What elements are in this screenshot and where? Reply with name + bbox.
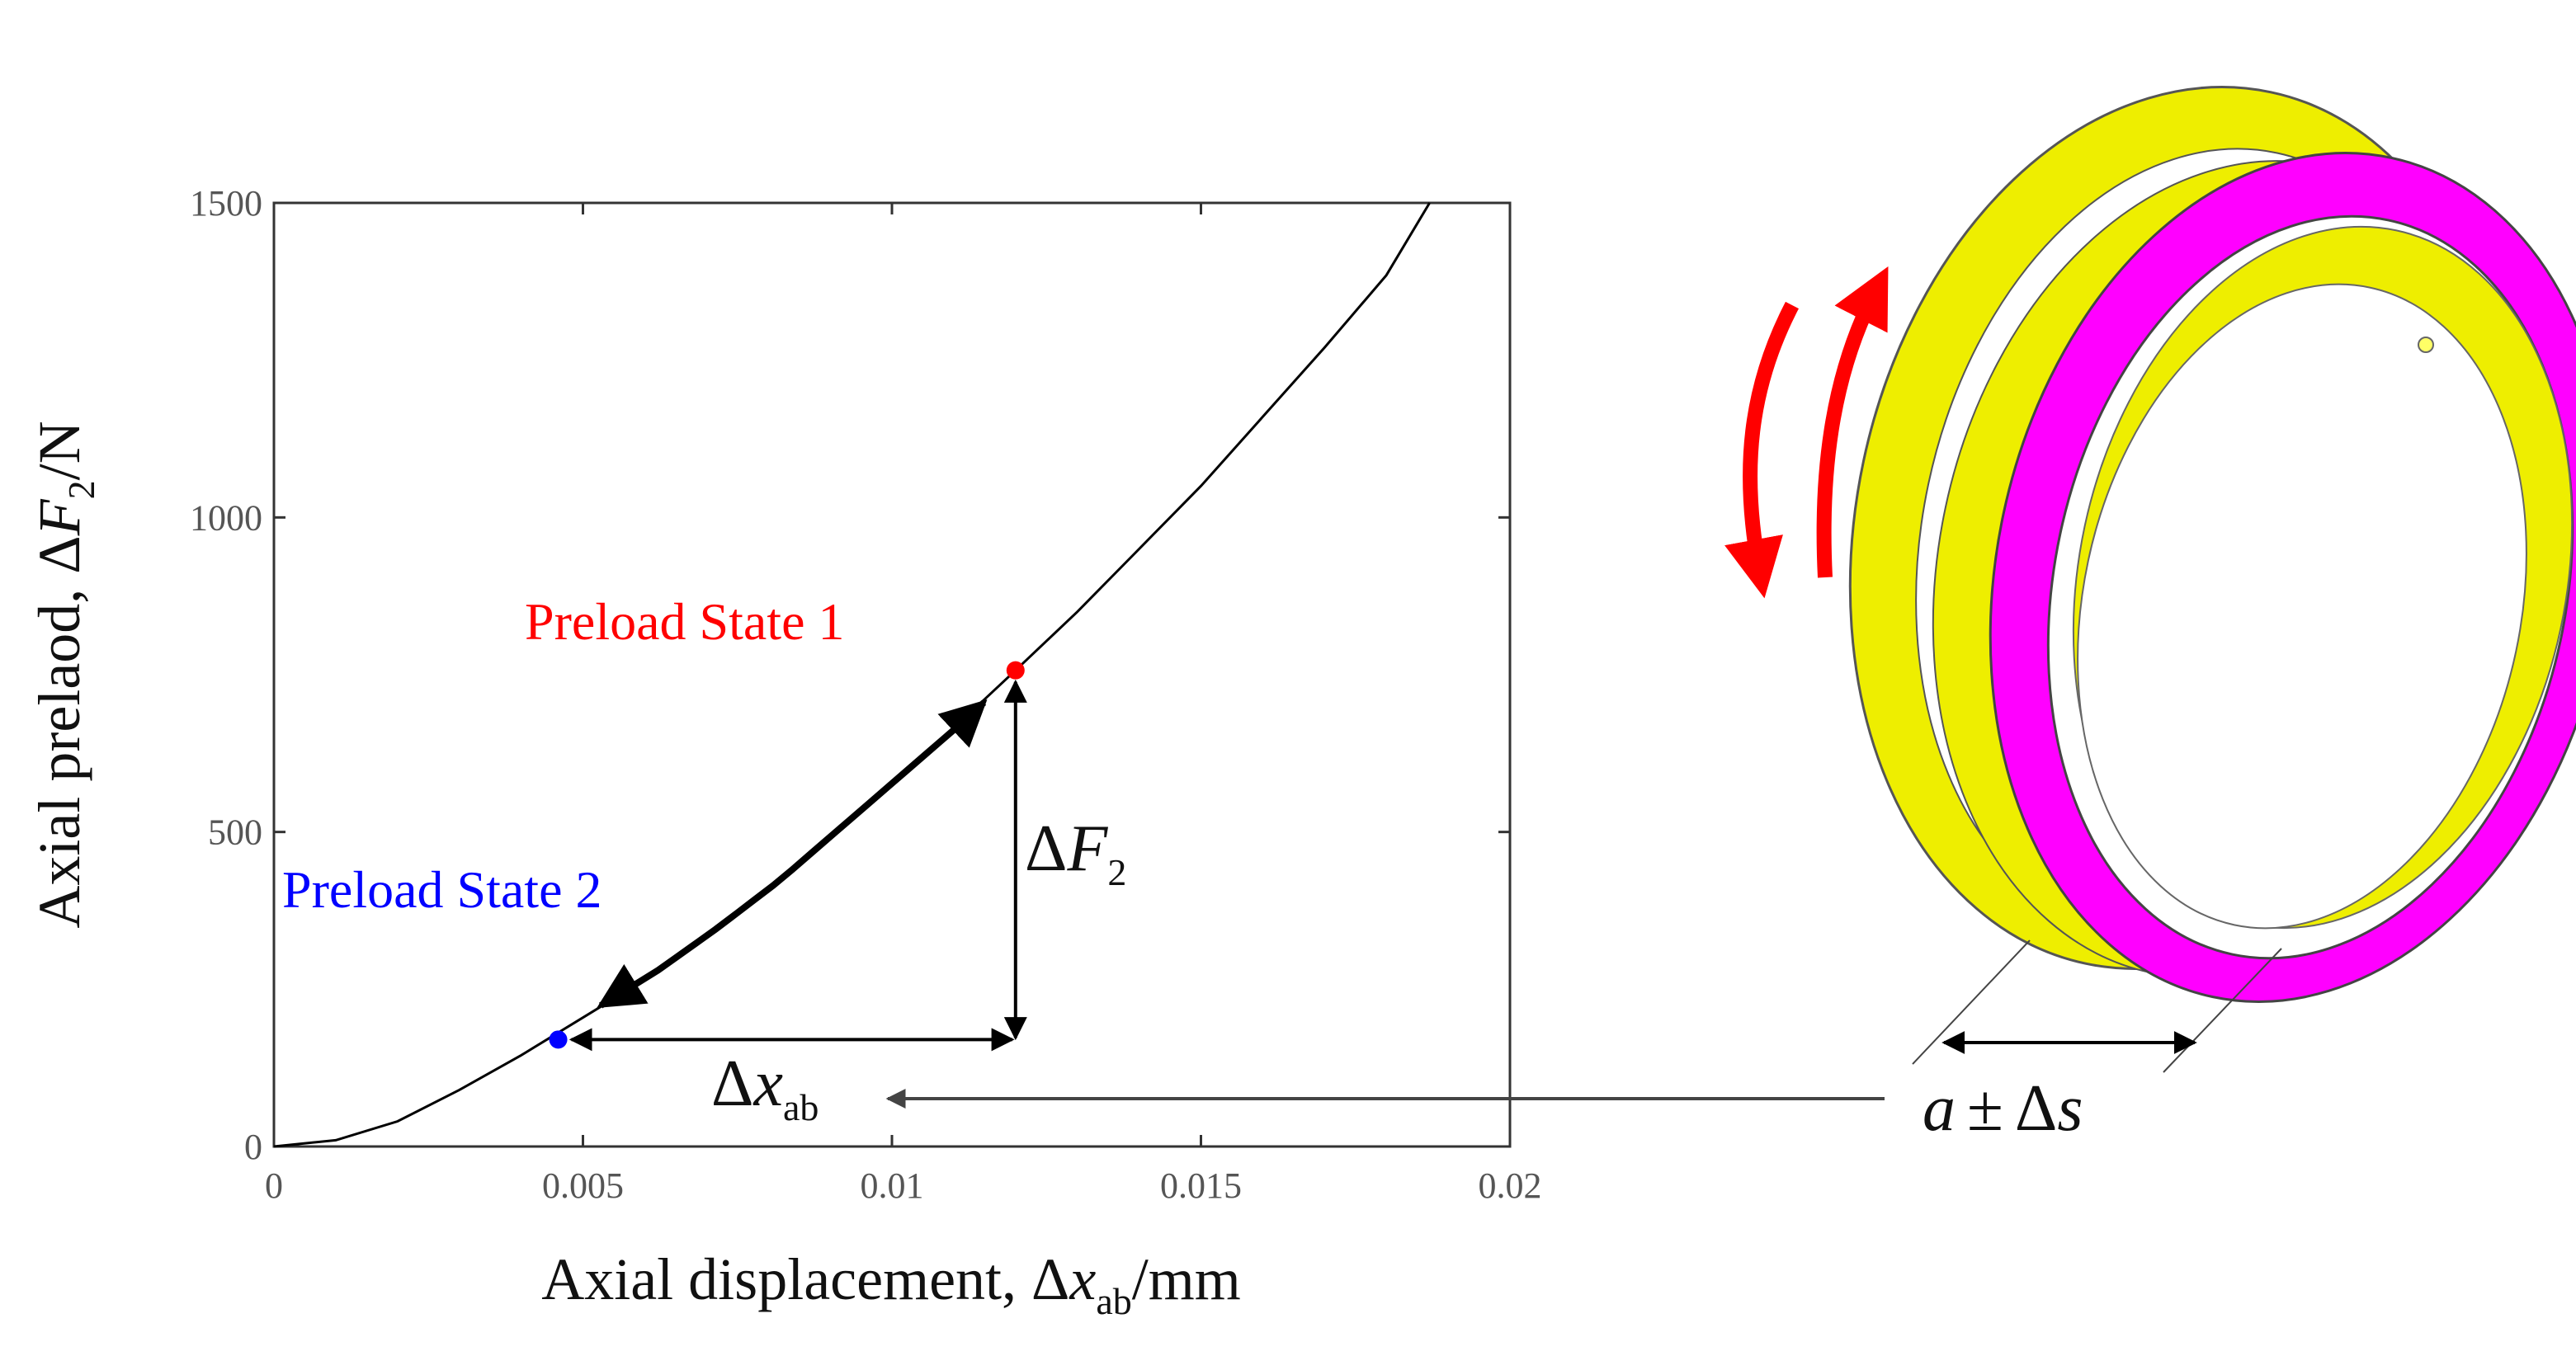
x-tick-label: 0 xyxy=(265,1165,283,1206)
x-axis-title: Axial displacement, Δxab/mm xyxy=(541,1246,1241,1322)
plot-frame xyxy=(272,201,1512,1148)
y-tick-label: 500 xyxy=(208,812,262,853)
y-axis-title: Axial prelaod, ΔF2/N xyxy=(26,421,102,928)
series-line-preload-curve xyxy=(273,202,1431,1148)
y-tick-label: 1000 xyxy=(190,497,262,538)
y-tick-label: 0 xyxy=(244,1127,262,1167)
state-transition-arrow xyxy=(597,699,988,1009)
x-tick-label: 0.01 xyxy=(861,1165,924,1206)
rotation-arrow-down xyxy=(1724,301,1799,599)
preload-state-2-label: Preload State 2 xyxy=(282,860,602,919)
x-tick-label: 0.015 xyxy=(1160,1165,1242,1206)
y-tick-label: 1500 xyxy=(190,183,262,224)
preload-state-1-point xyxy=(1006,661,1025,680)
preload-state-1-label: Preload State 1 xyxy=(525,592,844,651)
x-tick-label: 0.005 xyxy=(542,1165,624,1206)
ring-width-label: a ± Δs xyxy=(1923,1072,2083,1145)
preload-state-2-point xyxy=(549,1030,568,1049)
y-axis-ticks: 0 500 1000 1500 xyxy=(190,183,1510,1167)
bearing-ring-illustration xyxy=(1848,86,2576,1073)
rotation-arrow-up xyxy=(1816,266,1889,578)
x-tick-label: 0.02 xyxy=(1479,1165,1542,1206)
delta-x-label: Δxab xyxy=(711,1048,819,1128)
x-axis-ticks: 0 0.005 0.01 0.015 0.02 xyxy=(265,203,1542,1206)
delta-f-label: ΔF2 xyxy=(1025,812,1126,893)
